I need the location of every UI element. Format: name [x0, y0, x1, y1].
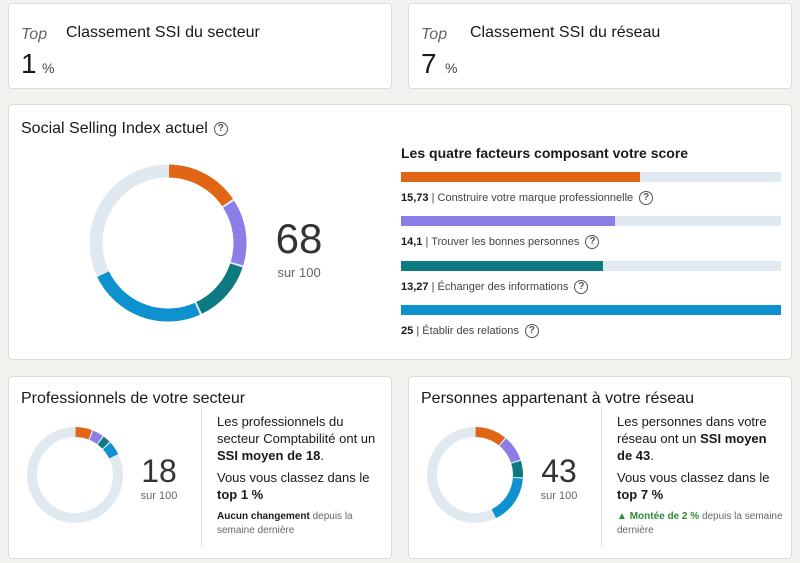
desc-end: .	[650, 448, 654, 463]
sector-peers-score: 18	[141, 453, 177, 489]
rank-bold: top 7 %	[617, 487, 664, 502]
rank-text: Vous vous classez dans le	[217, 470, 370, 485]
factor-name: | Construire votre marque professionnell…	[431, 191, 634, 204]
network-rank-top-label: Top	[421, 26, 448, 43]
network-peers-card: Personnes appartenant à votre réseau 43 …	[408, 376, 792, 559]
factor-label-people: 14,1 | Trouver les bonnes personnes?	[401, 235, 600, 249]
factor-value: 13,27	[401, 280, 429, 293]
rank-text: Vous vous classez dans le	[617, 470, 770, 485]
divider	[601, 407, 602, 547]
ssi-card: Social Selling Index actuel? 68 sur 100 …	[8, 104, 792, 360]
factor-bar-fill	[401, 216, 616, 226]
donut-segment-relationships	[102, 442, 119, 459]
ssi-title-text: Social Selling Index actuel	[21, 120, 208, 137]
factor-value: 14,1	[401, 235, 423, 248]
ssi-donut-chart	[89, 164, 247, 322]
desc-text: Les professionnels du secteur Comptabili…	[217, 414, 376, 446]
factor-value: 15,73	[401, 191, 429, 204]
factor-name: | Trouver les bonnes personnes	[425, 235, 580, 248]
question-circle-icon[interactable]: ?	[639, 191, 654, 205]
network-peers-rank: Vous vous classez dans le top 7 %	[617, 469, 785, 503]
donut-track	[27, 427, 123, 523]
factor-label-insights: 13,27 | Échanger des informations?	[401, 280, 589, 294]
donut-segment-insights	[97, 436, 110, 449]
donut-segment-people	[499, 438, 521, 463]
donut-segment-people	[223, 200, 247, 266]
divider	[201, 407, 202, 547]
network-rank-card: Top Classement SSI du réseau 7 %	[408, 3, 792, 89]
factor-label-brand: 15,73 | Construire votre marque professi…	[401, 191, 654, 205]
change-bold: Aucun changement	[217, 511, 310, 522]
factor-bar-relationships	[401, 305, 781, 315]
sector-rank-top-label: Top	[21, 26, 48, 43]
factor-name: | Échanger des informations	[431, 280, 569, 293]
ssi-title: Social Selling Index actuel?	[21, 120, 228, 138]
sector-peers-rank: Vous vous classez dans le top 1 %	[217, 469, 377, 503]
question-circle-icon[interactable]: ?	[585, 235, 600, 249]
desc-text: Les personnes dans votre réseau ont un	[617, 414, 767, 446]
change-bold: Montée de 2 %	[629, 511, 700, 522]
arrow-up-icon: ▲	[617, 511, 627, 522]
question-circle-icon[interactable]: ?	[524, 324, 539, 338]
network-peers-description: Les personnes dans votre réseau ont un S…	[617, 413, 785, 464]
sector-rank-value: 1	[21, 48, 37, 79]
ssi-score: 68	[275, 215, 323, 262]
sector-peers-title: Professionnels de votre secteur	[21, 390, 246, 407]
network-peers-score: 43	[541, 453, 577, 489]
desc-end: .	[320, 448, 324, 463]
factor-label-relationships: 25 | Établir des relations?	[401, 324, 539, 338]
factor-bar-fill	[401, 305, 781, 315]
question-circle-icon[interactable]: ?	[574, 280, 589, 294]
donut-segment-relationships	[97, 271, 200, 322]
factor-bar-fill	[401, 172, 641, 182]
sector-donut-chart	[27, 427, 123, 523]
sector-peers-out-of: sur 100	[140, 490, 178, 502]
donut-segment-people	[89, 430, 103, 445]
donut-segment-brand	[475, 427, 506, 446]
network-rank-title: Classement SSI du réseau	[470, 24, 661, 41]
sector-rank-title: Classement SSI du secteur	[66, 24, 260, 41]
factor-value: 25	[401, 324, 414, 337]
donut-segment-brand	[168, 164, 233, 207]
sector-peers-card: Professionnels de votre secteur 18 sur 1…	[8, 376, 392, 559]
factor-name: | Établir des relations	[416, 324, 519, 337]
sector-peers-change: Aucun changement depuis la semaine derni…	[217, 510, 377, 538]
network-peers-change: ▲ Montée de 2 % depuis la semaine derniè…	[617, 510, 785, 538]
network-rank-value: 7	[421, 48, 437, 79]
factor-bar-fill	[401, 261, 603, 271]
factors-title: Les quatre facteurs composant votre scor…	[401, 145, 689, 161]
desc-bold: SSI moyen de 43	[617, 431, 767, 463]
factor-bar-people	[401, 216, 781, 226]
factor-bar-insights	[401, 261, 781, 271]
rank-bold: top 1 %	[217, 487, 264, 502]
donut-segment-relationships	[491, 477, 523, 519]
change-text: depuis la semaine dernière	[617, 511, 783, 536]
desc-bold: SSI moyen de 18	[217, 448, 321, 463]
ssi-score-out-of: sur 100	[277, 265, 321, 280]
network-peers-out-of: sur 100	[540, 490, 578, 502]
factor-bar-brand	[401, 172, 781, 182]
sector-rank-unit: %	[42, 60, 55, 76]
network-rank-unit: %	[445, 60, 458, 76]
network-donut-chart	[427, 427, 523, 523]
donut-segment-insights	[511, 460, 523, 478]
sector-rank-card: Top Classement SSI du secteur 1 %	[8, 3, 392, 89]
sector-peers-description: Les professionnels du secteur Comptabili…	[217, 413, 377, 464]
change-text: depuis la semaine dernière	[217, 511, 353, 536]
question-circle-icon[interactable]: ?	[213, 121, 228, 136]
network-peers-title: Personnes appartenant à votre réseau	[421, 390, 695, 407]
donut-segment-brand	[75, 427, 93, 440]
donut-segment-insights	[196, 263, 243, 314]
